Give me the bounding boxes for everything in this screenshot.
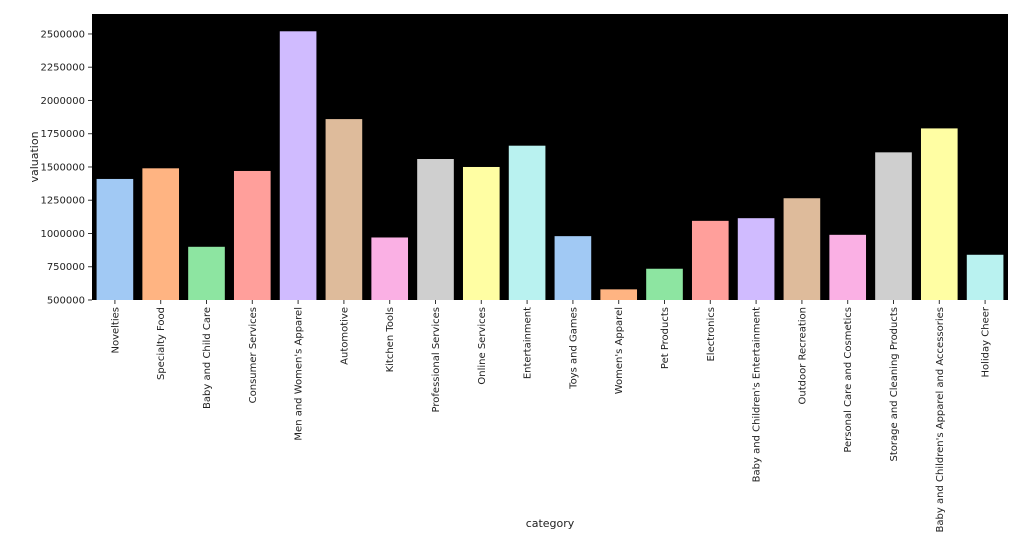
y-tick-label: 2500000 [40, 29, 85, 40]
x-tick-label: Personal Care and Cosmetics [843, 307, 854, 453]
y-tick-label: 1250000 [40, 196, 85, 207]
bar [417, 159, 454, 300]
y-tick-label: 2250000 [40, 63, 85, 74]
x-tick-label: Online Services [477, 307, 488, 385]
x-tick-label: Baby and Children's Apparel and Accessor… [935, 307, 946, 532]
bar [966, 254, 1004, 300]
x-tick-label: Women's Apparel [614, 307, 625, 394]
x-tick-label: Consumer Services [248, 307, 259, 403]
x-tick-label: Automotive [339, 307, 350, 365]
plot-area [92, 14, 1008, 300]
bar [691, 220, 729, 300]
bar [646, 268, 683, 300]
y-tick-label: 1750000 [40, 129, 85, 140]
y-tick-label: 750000 [47, 262, 85, 273]
y-axis-label: valuation [28, 131, 41, 182]
x-tick-label: Outdoor Recreation [797, 307, 808, 404]
x-axis: Novelties Specialty Food Baby and Child Ca… [110, 300, 992, 532]
bar [875, 152, 912, 300]
x-tick-label: Toys and Games [568, 307, 579, 390]
x-tick-label: Entertainment [523, 307, 534, 379]
x-tick-label: Baby and Child Care [202, 307, 213, 409]
bar [920, 128, 958, 300]
x-tick-label: Holiday Cheer [981, 306, 992, 377]
bar [783, 198, 821, 300]
bar [829, 234, 867, 300]
bars-group [96, 31, 1004, 300]
bar [462, 166, 500, 300]
y-tick-label: 1000000 [40, 229, 85, 240]
bar [96, 178, 134, 300]
bar [737, 218, 775, 300]
y-tick-label: 500000 [47, 296, 85, 307]
bar [508, 145, 546, 300]
bar [233, 170, 271, 300]
bar [188, 246, 225, 300]
x-tick-label: Specialty Food [156, 307, 167, 380]
x-tick-label: Men and Women's Apparel [294, 307, 305, 441]
bar [325, 119, 363, 300]
y-tick-label: 1500000 [40, 162, 85, 173]
x-tick-label: Storage and Cleaning Products [889, 307, 900, 462]
bar [600, 289, 638, 300]
y-tick-label: 2000000 [40, 96, 85, 107]
bar [371, 237, 409, 300]
x-tick-label: Baby and Children's Entertainment [752, 307, 763, 482]
bar [554, 236, 592, 300]
bar [142, 168, 180, 300]
bar [279, 31, 317, 300]
x-tick-label: Pet Products [660, 307, 671, 369]
x-tick-label: Kitchen Tools [385, 307, 396, 372]
x-axis-label: category [526, 517, 575, 530]
x-tick-label: Electronics [706, 307, 717, 362]
x-tick-label: Professional Services [431, 307, 442, 412]
y-axis: 500000 750000 1000000 1250000 1500000 1750000… [40, 29, 92, 307]
x-tick-label: Novelties [110, 307, 121, 354]
